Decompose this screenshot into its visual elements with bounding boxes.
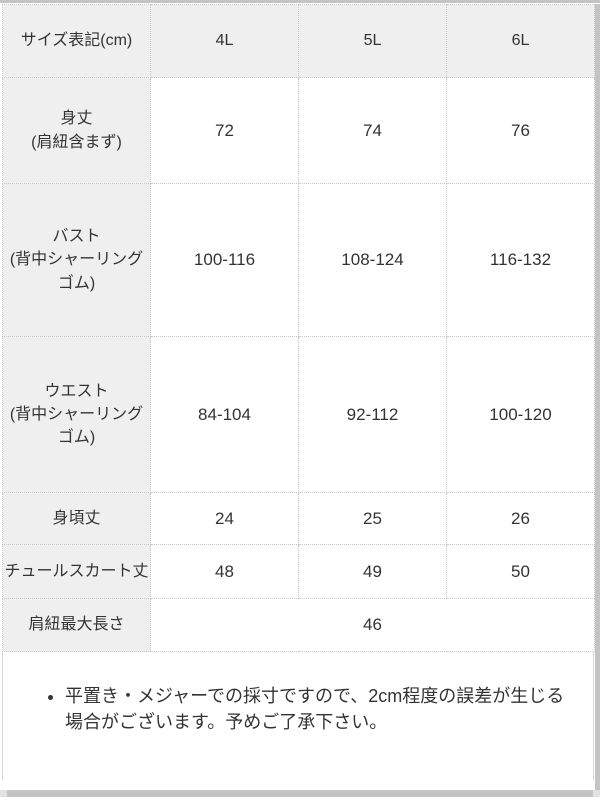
value-cell: 50 bbox=[446, 544, 595, 599]
measurement-note-box: 平置き・メジャーでの採寸ですので、2cm程度の誤差が生じる場合がございます。予め… bbox=[2, 652, 594, 780]
row-label-bodice-length: 身頃丈 bbox=[2, 492, 151, 545]
table-row: バスト (背中シャーリング ゴム) 100-116 108-124 116-13… bbox=[2, 183, 595, 337]
row-label-bust: バスト (背中シャーリング ゴム) bbox=[2, 183, 151, 337]
value-cell: 72 bbox=[150, 77, 299, 184]
row-label-tulle-skirt-length: チュールスカート丈 bbox=[2, 544, 151, 599]
value-cell: 100-120 bbox=[446, 336, 595, 493]
value-cell: 108-124 bbox=[298, 183, 447, 337]
value-cell: 24 bbox=[150, 492, 299, 545]
row-label-length: 身丈 (肩紐含まず) bbox=[2, 77, 151, 184]
table-row: チュールスカート丈 48 49 50 bbox=[2, 544, 595, 599]
size-chart-table: サイズ表記(cm) 4L 5L 6L 身丈 (肩紐含まず) 72 74 76 バ… bbox=[2, 4, 595, 652]
row-label-waist: ウエスト (背中シャーリング ゴム) bbox=[2, 336, 151, 493]
measurement-disclaimer-note: 平置き・メジャーでの採寸ですので、2cm程度の誤差が生じる場合がございます。予め… bbox=[65, 684, 570, 735]
value-cell: 49 bbox=[298, 544, 447, 599]
value-cell: 26 bbox=[446, 492, 595, 545]
vertical-scrollbar[interactable] bbox=[595, 4, 600, 790]
value-cell: 25 bbox=[298, 492, 447, 545]
table-row: 身丈 (肩紐含まず) 72 74 76 bbox=[2, 77, 595, 184]
value-cell: 100-116 bbox=[150, 183, 299, 337]
table-row: ウエスト (背中シャーリング ゴム) 84-104 92-112 100-120 bbox=[2, 336, 595, 493]
scrollbar-right-cap bbox=[593, 790, 600, 797]
panel-top-border bbox=[0, 0, 600, 3]
table-row: 肩紐最大長さ 46 bbox=[2, 598, 595, 652]
size-column-4l: 4L bbox=[150, 4, 299, 78]
table-row: 身頃丈 24 25 26 bbox=[2, 492, 595, 545]
value-cell: 48 bbox=[150, 544, 299, 599]
merged-value-cell: 46 bbox=[150, 598, 595, 652]
value-cell: 84-104 bbox=[150, 336, 299, 493]
scrollbar-left-cap bbox=[0, 790, 7, 797]
value-cell: 116-132 bbox=[446, 183, 595, 337]
size-column-5l: 5L bbox=[298, 4, 447, 78]
value-cell: 92-112 bbox=[298, 336, 447, 493]
table-header-row: サイズ表記(cm) 4L 5L 6L bbox=[2, 4, 595, 78]
row-label-strap-max-length: 肩紐最大長さ bbox=[2, 598, 151, 652]
note-list: 平置き・メジャーでの採寸ですので、2cm程度の誤差が生じる場合がございます。予め… bbox=[47, 684, 593, 735]
value-cell: 76 bbox=[446, 77, 595, 184]
value-cell: 74 bbox=[298, 77, 447, 184]
size-column-6l: 6L bbox=[446, 4, 595, 78]
size-label-header: サイズ表記(cm) bbox=[2, 4, 151, 78]
horizontal-scrollbar[interactable] bbox=[0, 790, 600, 797]
